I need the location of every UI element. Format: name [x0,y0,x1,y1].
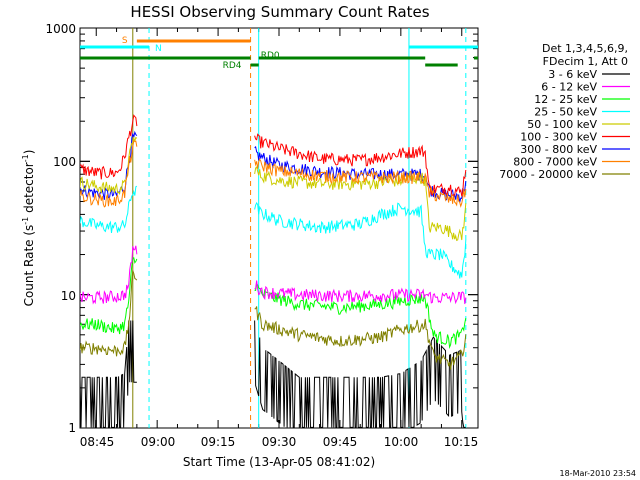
legend-entry-label: 25 - 50 keV [534,106,597,119]
series-line-6-12-kev [80,245,138,305]
y-axis-label-mid: detector [22,162,36,217]
legend-entry-label: 6 - 12 keV [541,81,597,94]
y-axis-label: Count Rate (s-1 detector-1) [21,150,36,307]
legend-header-decimation: FDecim 1, Att 0 [543,55,628,68]
legend-entry-label: 7000 - 20000 keV [499,168,597,181]
x-tick-label: 09:00 [141,435,176,449]
legend-entry-label: 300 - 800 keV [520,143,597,156]
series-line-800-7000-kev [254,158,467,208]
y-axis-label-sup1: -1 [21,217,30,225]
rd4-label: RD4 [223,61,242,71]
y-axis-label-main: Count Rate (s [22,225,36,307]
saa-label: S [122,36,128,46]
series-line-12-25-kev [80,257,138,335]
y-tick-label: 1 [68,421,76,435]
state-bars [80,39,478,67]
series-line-3-6-kev [254,320,466,428]
series-line-800-7000-kev [80,140,138,208]
legend-entry-label: 3 - 6 keV [548,68,597,81]
y-tick-label: 10 [61,289,76,303]
legend-entry-label: 12 - 25 keV [534,93,597,106]
series-line-50-100-kev [254,166,467,242]
generation-timestamp: 18-Mar-2010 23:54 [560,469,637,478]
night-label: N [155,44,162,54]
series-line-25-50-kev [254,201,467,279]
y-axis-label-sup2: -1 [21,154,30,162]
x-tick-label: 09:30 [262,435,297,449]
rd0-label: RD0 [261,51,280,61]
series-line-100-300-kev [80,114,138,180]
series-line-25-50-kev [80,185,138,233]
x-tick-labels: 08:45 09:00 09:15 09:30 09:45 10:00 10:1… [80,435,479,449]
y-tick-label: 100 [53,155,76,169]
series-line-3-6-kev [80,320,137,428]
y-axis-label-end: ) [22,150,36,155]
x-tick-label: 09:45 [323,435,358,449]
series-line-7000-20000-kev [254,306,467,370]
x-tick-label: 10:00 [384,435,419,449]
series-line-7000-20000-kev [80,270,138,357]
series-line-6-12-kev [254,280,467,305]
series-group [80,114,467,428]
x-axis-label: Start Time (13-Apr-05 08:41:02) [183,455,375,469]
legend-entry-label: 100 - 300 keV [520,131,597,144]
legend-entry-label: 50 - 100 keV [527,118,597,131]
legend: Det 1,3,4,5,6,9, FDecim 1, Att 0 3 - 6 k… [499,42,630,181]
chart-title: HESSI Observing Summary Count Rates [130,3,429,21]
legend-entry-label: 800 - 7000 keV [513,156,597,169]
x-tick-label: 10:15 [444,435,479,449]
x-tick-label: 08:45 [80,435,115,449]
series-line-12-25-kev [254,283,467,350]
x-tick-label: 09:15 [201,435,236,449]
plot-area: S N RD0 RD4 [79,27,479,429]
series-line-300-800-kev [80,130,138,200]
y-tick-labels: 1 10 100 1000 [45,22,76,435]
legend-header-detectors: Det 1,3,4,5,6,9, [542,42,628,55]
y-tick-label: 1000 [45,22,76,36]
